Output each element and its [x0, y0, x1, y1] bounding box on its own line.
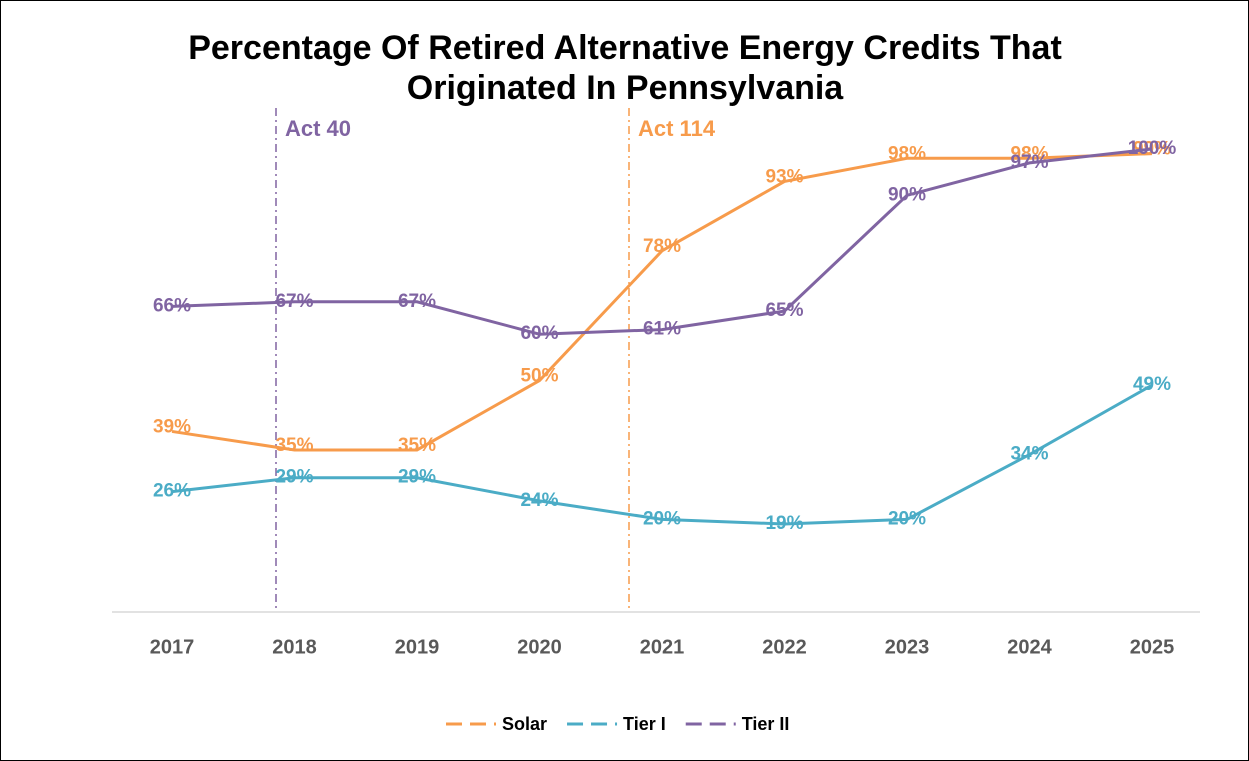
data-label: 97%: [1010, 152, 1048, 173]
series-line: [171, 383, 1153, 526]
annotation-label: Act 114: [638, 116, 716, 141]
data-label: 49%: [1133, 374, 1171, 395]
x-tick-label: 2020: [517, 636, 562, 658]
x-tick-label: 2025: [1130, 636, 1175, 658]
data-label: 20%: [643, 508, 681, 529]
data-label: 35%: [275, 435, 313, 456]
data-label: 29%: [398, 467, 436, 488]
legend-label: Tier II: [742, 714, 790, 734]
data-label: 78%: [643, 236, 681, 257]
legend-label: Tier I: [623, 714, 666, 734]
data-label: 61%: [643, 319, 681, 340]
x-tick-label: 2017: [150, 636, 195, 658]
data-label: 39%: [153, 416, 191, 437]
series-line: [171, 147, 1153, 336]
data-label: 93%: [765, 166, 803, 187]
data-label: 50%: [520, 366, 558, 387]
data-label: 29%: [275, 467, 313, 488]
data-label: 67%: [275, 291, 313, 312]
x-tick-label: 2019: [395, 636, 440, 658]
chart-title: Percentage Of Retired Alternative Energy…: [188, 29, 1062, 107]
data-label: 35%: [398, 435, 436, 456]
data-label: 24%: [520, 490, 558, 511]
data-label: 98%: [888, 143, 926, 164]
data-label: 100%: [1128, 138, 1177, 159]
annotation-label: Act 40: [285, 116, 351, 141]
x-tick-label: 2023: [885, 636, 930, 658]
data-label: 19%: [765, 513, 803, 534]
data-label: 34%: [1010, 444, 1048, 465]
data-label: 99%: [1133, 139, 1171, 160]
legend-label: Solar: [502, 714, 547, 734]
series-line: [171, 152, 1153, 452]
data-label: 98%: [1010, 143, 1048, 164]
x-tick-label: 2018: [272, 636, 317, 658]
data-label: 65%: [765, 300, 803, 321]
data-label: 66%: [153, 295, 191, 316]
x-tick-label: 2021: [640, 636, 685, 658]
data-label: 90%: [888, 184, 926, 205]
data-label: 60%: [520, 323, 558, 344]
data-label: 20%: [888, 508, 926, 529]
data-label: 26%: [153, 481, 191, 502]
x-tick-label: 2024: [1007, 636, 1052, 658]
data-label: 67%: [398, 291, 436, 312]
x-tick-label: 2022: [762, 636, 807, 658]
